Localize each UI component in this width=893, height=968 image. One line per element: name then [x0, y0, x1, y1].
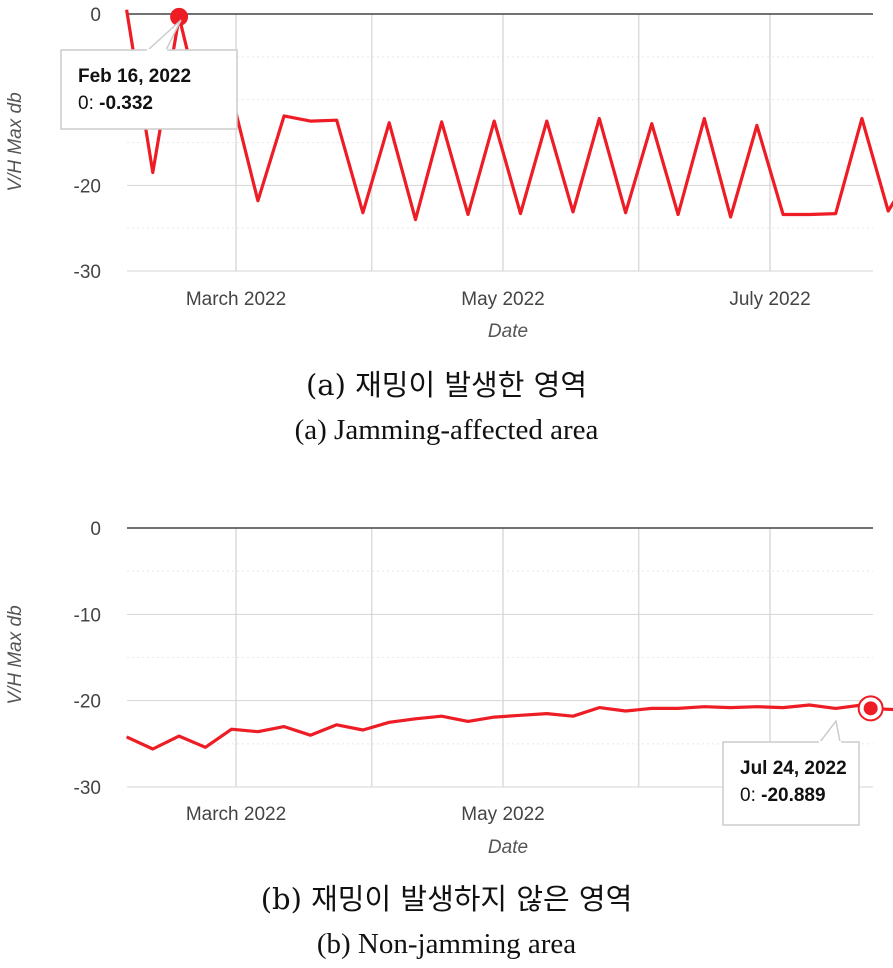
tooltip-pointer — [818, 719, 841, 743]
tooltip-value: 0: -20.889 — [740, 785, 826, 806]
caption-b-english: (b) Non-jamming area — [316, 928, 577, 960]
y-tick-label: 0 — [90, 5, 101, 26]
tooltip-pointer-cover — [147, 49, 167, 52]
x-tick-label: March 2022 — [186, 289, 286, 310]
tooltip-value: 0: -0.332 — [78, 93, 153, 114]
y-tick-label: -30 — [74, 262, 101, 283]
caption-b-korean: (b) 재밍이 발생하지 않은 영역 — [260, 882, 633, 916]
chart-a: 0 -20 -30 March 2022 May 2022 July 2022 Date V/… — [5, 5, 893, 342]
highlight-point — [863, 701, 878, 716]
y-tick-label: -30 — [74, 778, 101, 799]
caption-a-english: (a) Jamming-affected area — [294, 414, 599, 446]
y-tick-label: -20 — [74, 692, 101, 713]
series-line — [125, 703, 893, 751]
x-tick-label: July 2022 — [729, 289, 810, 310]
x-tick-label: May 2022 — [461, 804, 544, 825]
y-tick-label: 0 — [90, 519, 101, 540]
x-axis-title: Date — [488, 321, 528, 342]
caption-a-korean: (a) 재밍이 발생한 영역 — [305, 368, 587, 402]
tooltip-date: Feb 16, 2022 — [78, 66, 191, 87]
x-axis-title: Date — [488, 837, 528, 858]
x-tick-label: May 2022 — [461, 289, 544, 310]
highlight-point — [170, 7, 189, 26]
series-line — [125, 9, 893, 222]
y-tick-label: -20 — [74, 176, 101, 197]
tooltip-pointer-cover — [819, 741, 841, 744]
y-axis-title: V/H Max db — [5, 92, 26, 191]
tooltip-box — [60, 49, 238, 130]
y-tick-label: -10 — [74, 605, 101, 626]
x-tick-label: March 2022 — [186, 804, 286, 825]
y-axis-title: V/H Max db — [5, 605, 26, 704]
tooltip-date: Jul 24, 2022 — [740, 758, 847, 779]
tooltip-box — [722, 741, 860, 826]
